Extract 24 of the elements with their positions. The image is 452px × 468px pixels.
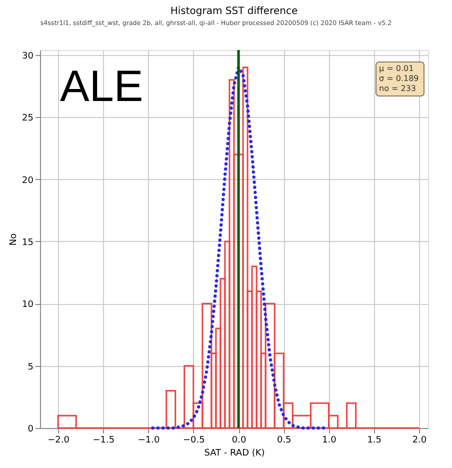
x-tick-label: 0.5 bbox=[276, 436, 292, 446]
annotation: μ = 0.01 bbox=[379, 64, 414, 73]
x-tick-label: −1.0 bbox=[138, 436, 160, 446]
y-tick-label: 10 bbox=[22, 300, 34, 310]
x-tick-label: −2.0 bbox=[48, 436, 70, 446]
x-tick-label: −0.5 bbox=[182, 436, 205, 446]
y-tick-label: 15 bbox=[22, 238, 34, 248]
x-tick-label: 1.0 bbox=[322, 436, 337, 446]
x-axis-title: SAT - RAD (K) bbox=[204, 448, 265, 458]
chart-title: Histogram SST difference bbox=[170, 6, 298, 17]
y-tick-label: 20 bbox=[22, 176, 34, 186]
annotation: no = 233 bbox=[379, 84, 416, 93]
x-tick-label: −1.5 bbox=[92, 436, 115, 446]
annotation: ALE bbox=[60, 62, 144, 111]
y-axis-title: No bbox=[9, 232, 20, 246]
y-tick-label: 25 bbox=[22, 114, 34, 124]
line-series bbox=[151, 66, 328, 430]
y-tick-label: 30 bbox=[22, 51, 34, 62]
x-tick-label: 1.5 bbox=[367, 436, 382, 446]
x-tick-label: 0.0 bbox=[232, 436, 246, 446]
y-tick-label: 5 bbox=[28, 362, 34, 372]
annotation: σ = 0.189 bbox=[379, 74, 419, 83]
y-tick-label: 0 bbox=[28, 424, 34, 434]
x-tick-label: 2.0 bbox=[412, 436, 427, 446]
